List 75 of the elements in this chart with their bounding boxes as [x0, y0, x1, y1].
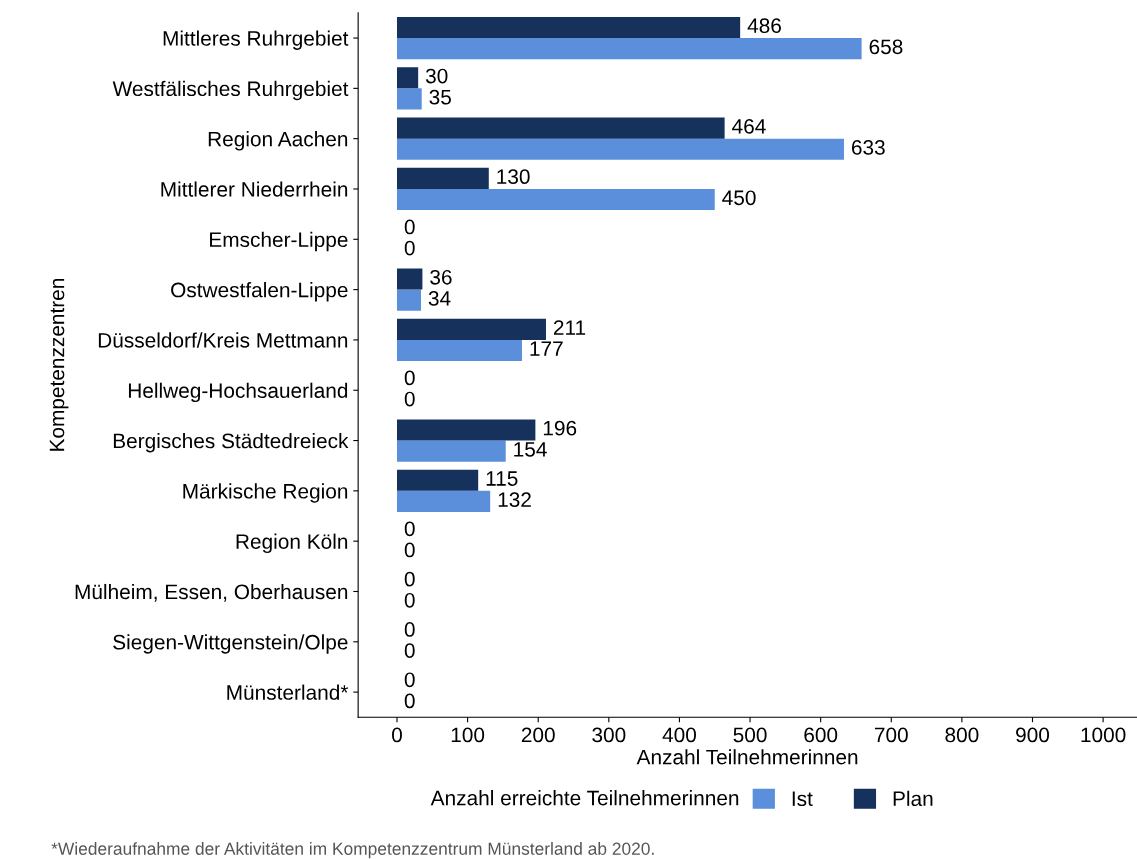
data-label: 0 [404, 521, 415, 537]
bar [396, 88, 422, 110]
data-label: 36 [430, 269, 452, 285]
data-label: 130 [497, 169, 530, 185]
bar [396, 117, 725, 139]
data-label: 0 [404, 219, 415, 235]
bar [396, 490, 491, 512]
data-label: 196 [543, 420, 577, 436]
x-tick-label: 400 [662, 727, 696, 743]
legend-label: Plan [893, 790, 933, 807]
data-label: 0 [404, 391, 415, 407]
data-label: 658 [869, 39, 903, 55]
data-label: 486 [747, 18, 781, 34]
bar [396, 16, 741, 39]
bar [396, 138, 844, 160]
y-tick-label: Bergisches Städtedreieck [113, 433, 349, 453]
bar [396, 339, 522, 362]
bar [396, 188, 715, 211]
data-label: 633 [851, 140, 885, 155]
data-label: 0 [404, 370, 415, 386]
y-tick-label: Westfälisches Ruhrgebiet [112, 80, 349, 101]
data-label: 132 [498, 492, 531, 508]
y-tick-label: Märkische Region [183, 483, 348, 503]
x-tick-label: 600 [804, 727, 838, 743]
y-axis-title: Kompetenzzentren [49, 278, 69, 451]
data-label: 211 [553, 320, 586, 335]
data-label: 0 [404, 622, 415, 637]
data-label: 34 [428, 291, 451, 306]
x-tick-label: 0 [392, 727, 402, 743]
legend-title: Anzahl erreichte Teilnehmerinnen [430, 790, 739, 806]
y-tick-label: Region Köln [236, 533, 348, 554]
x-axis-title: Anzahl Teilnehmerinnen [636, 749, 858, 765]
bar [396, 268, 423, 290]
x-tick-label: 800 [945, 727, 979, 743]
y-tick-label: Emscher-Lippe [210, 231, 348, 252]
data-label: 464 [732, 118, 766, 134]
y-tick-label: Mittlerer Niederrhein [161, 181, 348, 197]
bar [396, 67, 419, 89]
bar [396, 289, 421, 311]
data-label: 0 [404, 693, 415, 709]
text: *Wiederaufnahme der Aktivitäten im Kompetenzzentrum Münsterland ab 2020. [51, 842, 654, 859]
x-tick-label: 300 [592, 727, 626, 743]
data-label: 30 [425, 68, 448, 84]
data-label: 35 [429, 89, 451, 105]
data-label: 0 [404, 672, 415, 688]
bar [396, 419, 536, 441]
data-label: 0 [404, 240, 415, 256]
y-tick-label: Düsseldorf/Kreis Mettmann [98, 332, 348, 348]
y-tick-label: Mülheim, Essen, Oberhausen [75, 583, 348, 602]
data-label: 450 [722, 190, 756, 206]
y-tick-label: Ostwestfalen-Lippe [171, 282, 348, 302]
x-tick-label: 1000 [1081, 727, 1126, 743]
data-label: 0 [404, 643, 415, 658]
bar [396, 469, 479, 491]
data-label: 0 [404, 571, 415, 587]
x-tick-label: 700 [874, 727, 908, 743]
data-label: 154 [514, 442, 547, 457]
data-label: 0 [404, 592, 415, 608]
data-label: 0 [404, 542, 415, 558]
x-tick-label: 900 [1016, 727, 1050, 743]
legend-label: Ist [792, 791, 813, 807]
x-tick-label: 100 [451, 727, 485, 743]
bar [396, 318, 546, 340]
x-tick-label: 200 [521, 727, 555, 743]
bar [396, 38, 862, 60]
y-tick-label: Mittleres Ruhrgebiet [163, 30, 349, 50]
y-tick-label: Münsterland* [227, 684, 349, 700]
y-tick-label: Region Aachen [208, 131, 348, 151]
data-label: 115 [486, 471, 518, 486]
data-label: 177 [530, 341, 563, 356]
x-tick-label: 500 [733, 727, 767, 743]
bar [396, 167, 489, 189]
y-tick-label: Siegen-Wittgenstein/Olpe [113, 634, 348, 654]
y-tick-label: Hellweg-Hochsauerland [128, 382, 348, 403]
bar [396, 440, 506, 462]
